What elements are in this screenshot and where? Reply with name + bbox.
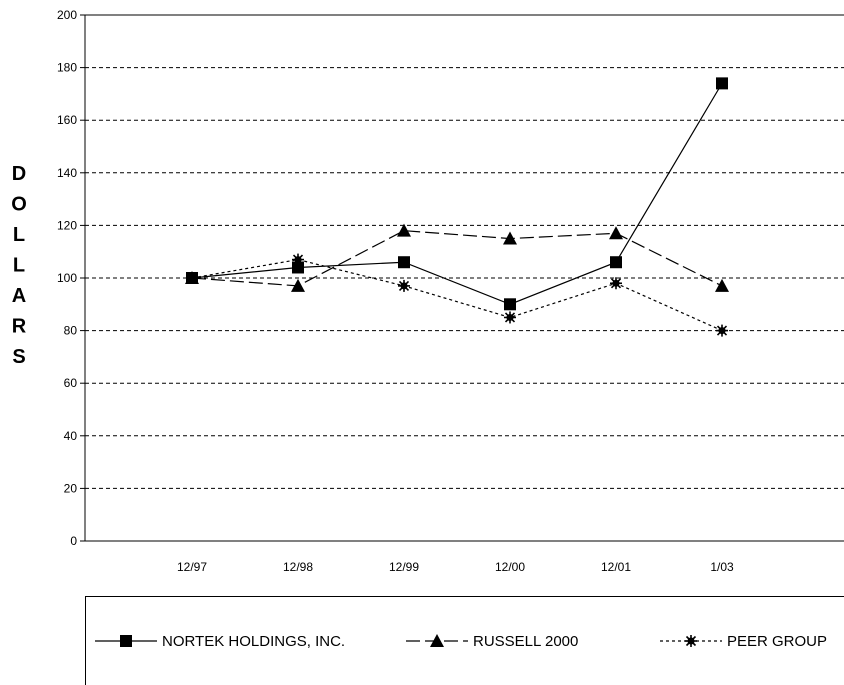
point-0-1 xyxy=(292,261,304,274)
point-2-0 xyxy=(186,272,198,284)
x-tick-label-1: 12/98 xyxy=(283,560,313,574)
y-tick-label-180: 180 xyxy=(57,61,77,75)
point-1-1 xyxy=(291,278,305,292)
point-1-2 xyxy=(397,223,411,237)
x-tick-label-0: 12/97 xyxy=(177,560,207,574)
point-1-3 xyxy=(503,231,517,245)
legend-label-1: RUSSELL 2000 xyxy=(473,633,578,650)
y-tick-label-140: 140 xyxy=(57,166,77,180)
y-tick-label-60: 60 xyxy=(64,376,78,390)
point-0-2 xyxy=(398,256,410,269)
legend-item-2: PEER GROUP xyxy=(660,633,827,650)
point-1-4 xyxy=(609,226,623,240)
y-tick-label-40: 40 xyxy=(64,429,78,443)
point-0-3 xyxy=(504,298,516,311)
point-0-4 xyxy=(610,256,622,269)
point-2-1 xyxy=(292,253,304,266)
y-tick-label-0: 0 xyxy=(70,534,77,548)
legend-label-0: NORTEK HOLDINGS, INC. xyxy=(162,633,345,650)
x-tick-label-3: 12/00 xyxy=(495,560,525,574)
legend-marker-2 xyxy=(685,635,697,647)
legend-item-1: RUSSELL 2000 xyxy=(406,633,578,650)
gridlines xyxy=(85,67,844,489)
y-tick-label-200: 200 xyxy=(57,8,77,22)
point-2-3 xyxy=(504,311,516,324)
point-0-5 xyxy=(716,77,728,90)
x-tick-labels: 12/97 12/98 12/99 12/00 12/01 1/03 xyxy=(177,560,734,574)
point-1-5 xyxy=(715,278,729,292)
y-axis-label-letter-0: D xyxy=(12,163,26,185)
series-lines xyxy=(185,77,729,337)
y-tick-label-80: 80 xyxy=(64,324,78,338)
y-axis-label-letter-4: A xyxy=(12,285,26,307)
point-2-4 xyxy=(610,277,622,290)
series-1 xyxy=(185,223,729,292)
y-tick-label-100: 100 xyxy=(57,271,77,285)
series-line-2 xyxy=(191,258,723,332)
y-tick-labels: 0 20 40 60 80 100 120 140 160 180 200 xyxy=(57,8,77,548)
y-tick-label-20: 20 xyxy=(64,481,78,495)
series-2 xyxy=(186,253,728,337)
legend-marker-1 xyxy=(430,634,444,647)
y-axis-label-letter-3: L xyxy=(13,255,25,277)
point-2-5 xyxy=(716,324,728,337)
x-tick-label-4: 12/01 xyxy=(601,560,631,574)
x-tick-label-5: 1/03 xyxy=(710,560,734,574)
series-0 xyxy=(186,77,728,311)
y-tick-label-120: 120 xyxy=(57,218,77,232)
x-tick-label-2: 12/99 xyxy=(389,560,419,574)
series-line-1 xyxy=(191,230,723,287)
legend-marker-0 xyxy=(120,635,132,647)
legend-item-0: NORTEK HOLDINGS, INC. xyxy=(95,633,345,650)
legend-box xyxy=(85,596,844,685)
legend: NORTEK HOLDINGS, INC. RUSSELL 2000 PEER GR… xyxy=(85,596,844,685)
point-2-2 xyxy=(398,279,410,292)
series-line-0 xyxy=(191,83,723,305)
legend-label-2: PEER GROUP xyxy=(727,633,827,650)
y-tick-label-160: 160 xyxy=(57,113,77,127)
y-axis-label-letter-1: O xyxy=(11,194,27,216)
y-axis-label-letter-2: L xyxy=(13,224,25,246)
y-axis-label-letter-6: S xyxy=(12,346,25,368)
axes xyxy=(80,14,844,542)
y-axis-label-letter-5: R xyxy=(12,316,27,338)
